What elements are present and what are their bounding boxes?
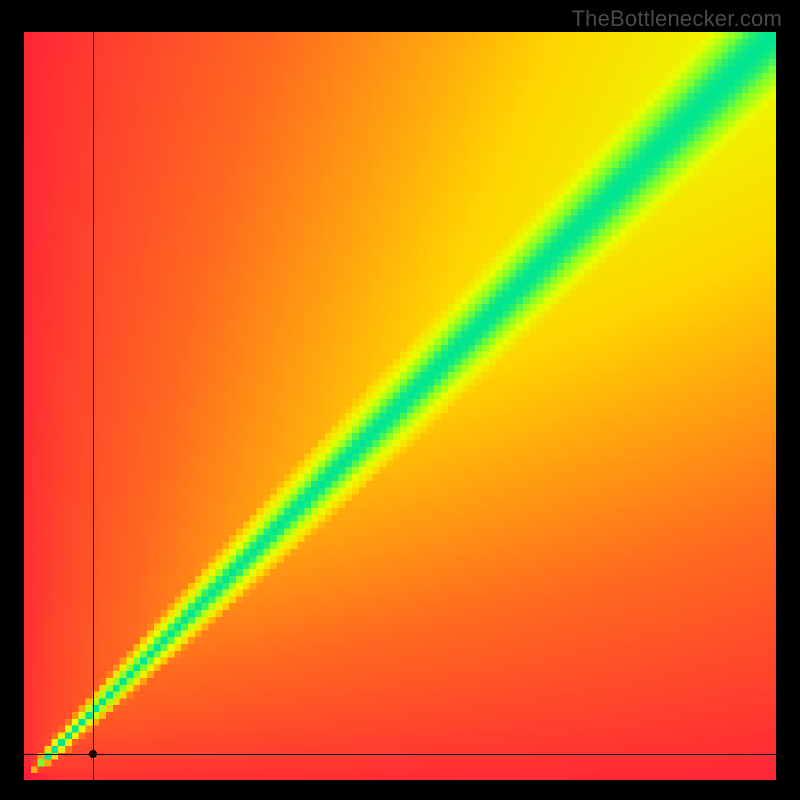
heatmap-canvas: [24, 32, 776, 780]
crosshair-dot: [89, 750, 97, 758]
crosshair-horizontal: [24, 754, 776, 755]
heatmap-plot: [24, 32, 776, 780]
crosshair-vertical: [93, 32, 94, 780]
watermark-text: TheBottlenecker.com: [572, 6, 782, 32]
